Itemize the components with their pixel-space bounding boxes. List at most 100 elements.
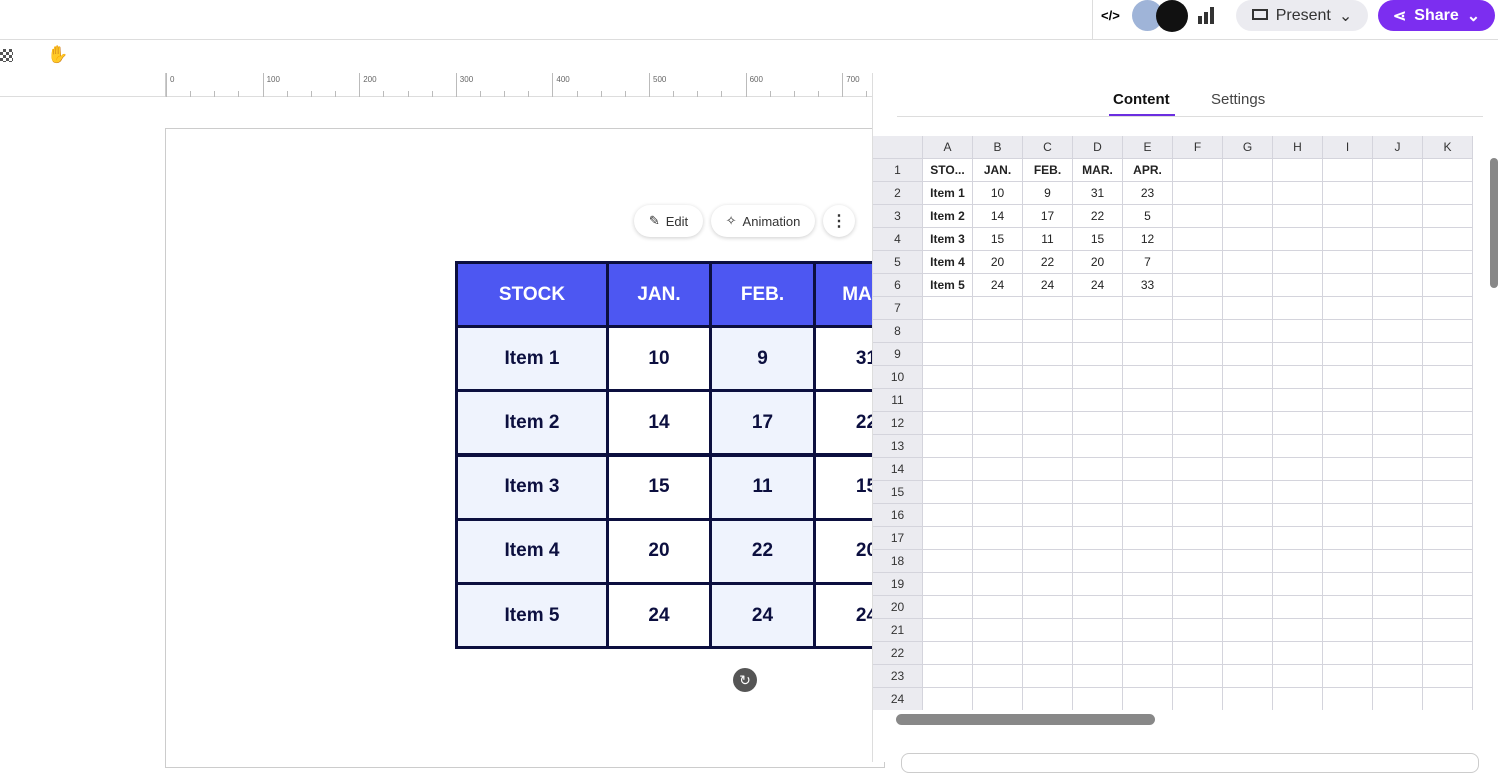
sheet-cell[interactable] <box>1173 642 1223 665</box>
sheet-cell[interactable]: 17 <box>1023 205 1073 228</box>
sheet-cell[interactable] <box>1423 182 1473 205</box>
sheet-cell[interactable] <box>1073 481 1123 504</box>
sheet-cell[interactable]: JAN. <box>973 159 1023 182</box>
sheet-cell[interactable]: STO... <box>923 159 973 182</box>
sheet-cell[interactable] <box>1223 504 1273 527</box>
sheet-cell[interactable] <box>1373 274 1423 297</box>
row-header[interactable]: 14 <box>873 458 923 481</box>
sheet-cell[interactable] <box>1373 343 1423 366</box>
sheet-cell[interactable] <box>1023 642 1073 665</box>
sheet-cell[interactable] <box>923 366 973 389</box>
sheet-cell[interactable] <box>1023 435 1073 458</box>
sheet-cell[interactable] <box>1373 320 1423 343</box>
sheet-cell[interactable] <box>1273 481 1323 504</box>
sheet-cell[interactable]: 23 <box>1123 182 1173 205</box>
sheet-cell[interactable] <box>1073 527 1123 550</box>
sheet-cell[interactable] <box>923 665 973 688</box>
sheet-cell[interactable] <box>1423 228 1473 251</box>
sheet-cell[interactable] <box>923 412 973 435</box>
sheet-cell[interactable] <box>1223 688 1273 710</box>
row-header[interactable]: 1 <box>873 159 923 182</box>
embed-icon[interactable]: </> <box>1101 8 1120 23</box>
sheet-cell[interactable] <box>973 665 1023 688</box>
sheet-cell[interactable] <box>923 642 973 665</box>
sheet-cell[interactable] <box>1323 228 1373 251</box>
sheet-cell[interactable] <box>923 389 973 412</box>
sheet-cell[interactable]: Item 4 <box>923 251 973 274</box>
sheet-cell[interactable] <box>1073 343 1123 366</box>
sheet-cell[interactable] <box>1173 458 1223 481</box>
sheet-cell[interactable] <box>1423 320 1473 343</box>
sheet-cell[interactable] <box>1173 573 1223 596</box>
row-header[interactable]: 7 <box>873 297 923 320</box>
sheet-cell[interactable] <box>1023 596 1073 619</box>
row-header[interactable]: 22 <box>873 642 923 665</box>
sheet-cell[interactable] <box>1123 573 1173 596</box>
sheet-cell[interactable] <box>1323 642 1373 665</box>
sheet-cell[interactable]: 22 <box>1073 205 1123 228</box>
hand-tool[interactable]: ✋ <box>47 45 69 64</box>
sheet-cell[interactable] <box>1223 320 1273 343</box>
sheet-cell[interactable] <box>1323 435 1373 458</box>
sheet-cell[interactable] <box>1223 412 1273 435</box>
sheet-cell[interactable] <box>1123 642 1173 665</box>
sheet-cell[interactable]: 5 <box>1123 205 1173 228</box>
sheet-cell[interactable] <box>1223 550 1273 573</box>
sheet-cell[interactable] <box>1423 688 1473 710</box>
sheet-cell[interactable] <box>923 527 973 550</box>
row-header[interactable]: 13 <box>873 435 923 458</box>
sheet-cell[interactable] <box>1223 228 1273 251</box>
sheet-cell[interactable] <box>1123 320 1173 343</box>
sheet-cell[interactable] <box>1423 573 1473 596</box>
sheet-cell[interactable]: 12 <box>1123 228 1173 251</box>
sheet-cell[interactable] <box>1373 527 1423 550</box>
sheet-cell[interactable] <box>1223 665 1273 688</box>
sheet-cell[interactable] <box>1273 159 1323 182</box>
sheet-cell[interactable] <box>1373 573 1423 596</box>
column-header[interactable]: C <box>1023 136 1073 159</box>
sheet-cell[interactable] <box>1073 504 1123 527</box>
animation-button[interactable]: ✧ Animation <box>711 205 815 237</box>
sheet-cell[interactable] <box>1373 458 1423 481</box>
sheet-cell[interactable]: 7 <box>1123 251 1173 274</box>
sheet-cell[interactable]: 33 <box>1123 274 1173 297</box>
sheet-cell[interactable] <box>1223 366 1273 389</box>
sheet-cell[interactable] <box>1323 366 1373 389</box>
sheet-cell[interactable] <box>1423 297 1473 320</box>
sheet-cell[interactable] <box>1173 274 1223 297</box>
sheet-cell[interactable] <box>1123 688 1173 710</box>
sheet-cell[interactable] <box>1073 596 1123 619</box>
sheet-cell[interactable] <box>1273 573 1323 596</box>
sheet-cell[interactable] <box>1023 481 1073 504</box>
sheet-cell[interactable] <box>1023 573 1073 596</box>
sheet-cell[interactable]: 22 <box>1023 251 1073 274</box>
sheet-cell[interactable] <box>1423 481 1473 504</box>
sheet-cell[interactable] <box>923 504 973 527</box>
sheet-cell[interactable] <box>1023 389 1073 412</box>
sheet-cell[interactable] <box>1373 389 1423 412</box>
sheet-cell[interactable] <box>1223 619 1273 642</box>
column-header[interactable]: A <box>923 136 973 159</box>
sheet-cell[interactable] <box>1323 343 1373 366</box>
row-header[interactable]: 19 <box>873 573 923 596</box>
sheet-cell[interactable] <box>1123 435 1173 458</box>
more-button[interactable]: ⋮ <box>823 205 855 237</box>
column-header[interactable]: H <box>1273 136 1323 159</box>
row-header[interactable]: 21 <box>873 619 923 642</box>
sheet-cell[interactable] <box>973 504 1023 527</box>
row-header[interactable]: 8 <box>873 320 923 343</box>
sheet-cell[interactable] <box>1423 550 1473 573</box>
sheet-cell[interactable] <box>1373 435 1423 458</box>
sheet-cell[interactable]: 15 <box>1073 228 1123 251</box>
column-header[interactable]: E <box>1123 136 1173 159</box>
sheet-cell[interactable] <box>1323 596 1373 619</box>
sheet-cell[interactable] <box>1323 458 1373 481</box>
sheet-cell[interactable] <box>1323 389 1373 412</box>
present-button[interactable]: Present ⌄ <box>1236 0 1368 31</box>
sheet-cell[interactable] <box>1073 550 1123 573</box>
sheet-cell[interactable] <box>1423 343 1473 366</box>
sheet-cell[interactable] <box>973 596 1023 619</box>
column-header[interactable]: F <box>1173 136 1223 159</box>
sheet-cell[interactable] <box>1423 251 1473 274</box>
sheet-cell[interactable] <box>1273 297 1323 320</box>
